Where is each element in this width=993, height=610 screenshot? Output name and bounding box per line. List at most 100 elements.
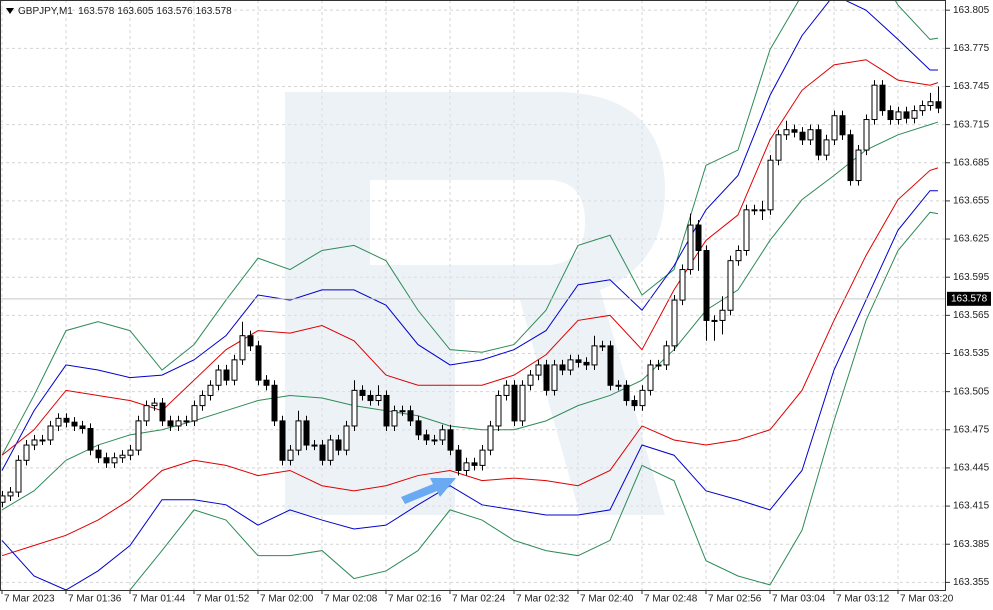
candle-body bbox=[831, 115, 838, 141]
chart-title: GBPJPY,M1 bbox=[18, 6, 73, 17]
candle-body bbox=[535, 364, 542, 376]
candle-body bbox=[623, 384, 630, 402]
candle-body bbox=[271, 384, 278, 422]
candle-body bbox=[471, 462, 478, 466]
x-tick-label: 7 Mar 02:40 bbox=[580, 594, 634, 605]
candle-body bbox=[919, 105, 926, 112]
candle-body bbox=[679, 269, 686, 301]
candle-body bbox=[7, 491, 14, 497]
candle-body bbox=[839, 115, 846, 136]
x-tick-label: 7 Mar 03:20 bbox=[900, 594, 954, 605]
candle-body bbox=[423, 434, 430, 441]
band-line bbox=[1, 0, 938, 471]
candle-body bbox=[23, 444, 30, 461]
candle-body bbox=[151, 402, 158, 407]
candle-body bbox=[527, 374, 534, 386]
header-value: 163.576 bbox=[156, 6, 193, 17]
candle-body bbox=[575, 359, 582, 363]
candle-body bbox=[719, 309, 726, 321]
x-tick-label: 7 Mar 02:32 bbox=[516, 594, 570, 605]
last-price-marker bbox=[947, 291, 991, 306]
candle-body bbox=[391, 410, 398, 427]
candle-body bbox=[199, 394, 206, 407]
x-tick-label: 7 Mar 03:12 bbox=[836, 594, 890, 605]
candle-body bbox=[279, 420, 286, 461]
candle-body bbox=[207, 384, 214, 396]
candle-body bbox=[231, 359, 238, 381]
band-line bbox=[1, 121, 939, 511]
candle-body bbox=[647, 364, 654, 391]
candle-body bbox=[255, 345, 262, 381]
last-price-label: 163.578 bbox=[951, 293, 988, 304]
candle-body bbox=[567, 359, 574, 371]
y-tick-label: 163.535 bbox=[953, 348, 990, 359]
candle-body bbox=[415, 420, 422, 436]
candle-body bbox=[671, 299, 678, 347]
candle-body bbox=[175, 420, 182, 427]
candle-body bbox=[431, 439, 438, 442]
y-tick-label: 163.475 bbox=[953, 424, 990, 435]
candle-body bbox=[703, 249, 710, 321]
x-tick-label: 7 Mar 02:08 bbox=[324, 594, 378, 605]
y-tick-label: 163.445 bbox=[953, 463, 990, 474]
y-tick-label: 163.805 bbox=[953, 5, 990, 16]
candle-body bbox=[311, 444, 318, 447]
candle-body bbox=[559, 364, 566, 371]
candle-body bbox=[687, 224, 694, 271]
candle-body bbox=[167, 420, 174, 427]
y-tick-label: 163.625 bbox=[953, 234, 990, 245]
candle-body bbox=[599, 345, 606, 348]
band-line bbox=[1, 190, 938, 590]
candle-body bbox=[159, 402, 166, 422]
candle-body bbox=[463, 462, 470, 471]
candle-body bbox=[215, 369, 222, 386]
header-value: 163.605 bbox=[117, 6, 154, 17]
candle-body bbox=[47, 425, 54, 441]
candle-body bbox=[143, 405, 150, 422]
candle-body bbox=[911, 110, 918, 119]
symbol-icon bbox=[6, 8, 14, 14]
candle-body bbox=[447, 429, 454, 451]
candle-body bbox=[303, 420, 310, 446]
x-tick-label: 7 Mar 01:44 bbox=[132, 594, 186, 605]
candle-body bbox=[407, 410, 414, 422]
y-tick-label: 163.355 bbox=[953, 577, 990, 588]
candle-body bbox=[583, 361, 590, 366]
candle-body bbox=[735, 249, 742, 262]
candle-body bbox=[63, 417, 70, 423]
candle-body bbox=[503, 384, 510, 396]
candle-body bbox=[655, 364, 662, 367]
x-tick-label: 7 Mar 02:56 bbox=[708, 594, 762, 605]
candle-body bbox=[887, 110, 894, 121]
chart-header: GBPJPY,M1 163.578 163.605 163.576 163.578 bbox=[18, 6, 232, 17]
candles bbox=[0, 80, 942, 508]
y-tick-label: 163.565 bbox=[953, 310, 990, 321]
candle-body bbox=[879, 84, 886, 112]
plot-frame bbox=[0, 0, 946, 591]
y-tick-label: 163.505 bbox=[953, 386, 990, 397]
y-tick-label: 163.655 bbox=[953, 196, 990, 207]
candle-body bbox=[799, 131, 806, 141]
y-tick-label: 163.685 bbox=[953, 157, 990, 168]
candle-body bbox=[103, 457, 110, 464]
candle-body bbox=[743, 209, 750, 251]
candle-body bbox=[479, 449, 486, 466]
candle-body bbox=[855, 149, 862, 182]
candle-body bbox=[863, 119, 870, 151]
candle-body bbox=[519, 384, 526, 422]
band-line bbox=[129, 211, 939, 590]
candle-body bbox=[287, 449, 294, 461]
candle-body bbox=[815, 129, 822, 156]
candle-body bbox=[695, 224, 702, 251]
x-tick-label: 7 Mar 01:52 bbox=[196, 594, 250, 605]
candle-body bbox=[327, 439, 334, 461]
candle-body bbox=[87, 428, 94, 451]
candle-body bbox=[119, 454, 126, 459]
candle-body bbox=[335, 439, 342, 451]
y-tick-label: 163.745 bbox=[953, 81, 990, 92]
candle-body bbox=[247, 335, 254, 347]
candle-body bbox=[607, 345, 614, 386]
candle-body bbox=[319, 444, 326, 461]
candle-body bbox=[183, 420, 190, 423]
